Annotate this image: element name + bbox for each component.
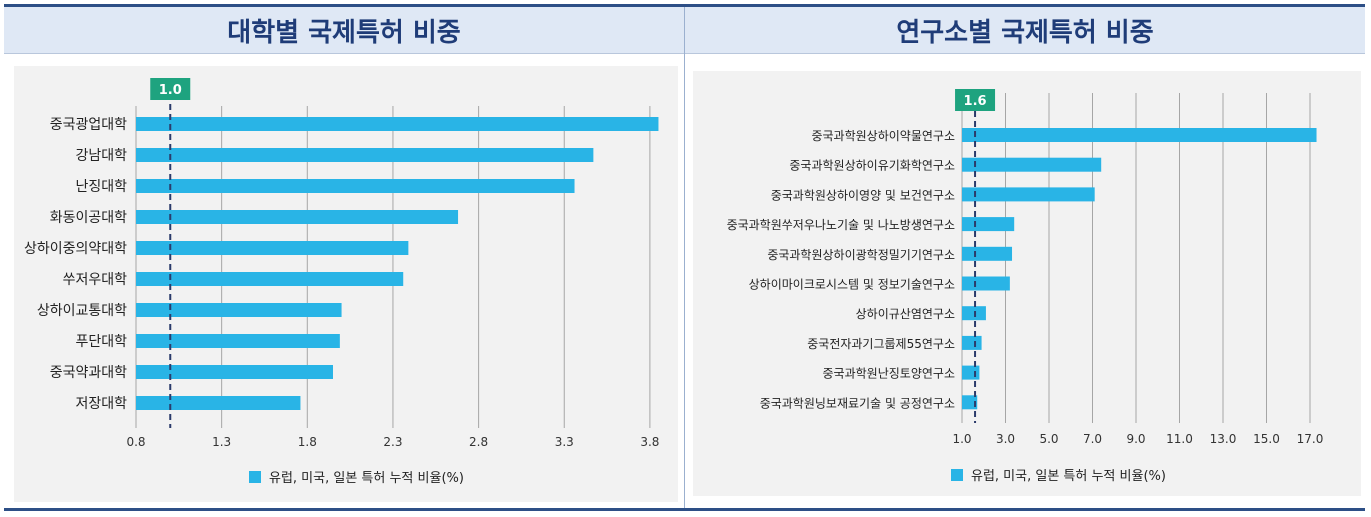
bar xyxy=(136,272,404,286)
category-label: 쑤저우대학 xyxy=(63,272,128,288)
bar xyxy=(962,365,980,380)
bar xyxy=(136,396,301,410)
reference-label-box xyxy=(955,89,996,111)
reference-label: 1.0 xyxy=(159,83,182,98)
bar xyxy=(136,210,459,224)
bar xyxy=(136,117,659,131)
bar xyxy=(962,306,986,321)
category-label: 중국과학원상하이광학정밀기기연구소 xyxy=(767,248,955,262)
category-label: 상하이교통대학 xyxy=(37,303,127,319)
bar xyxy=(962,157,1102,172)
x-tick-label: 2.3 xyxy=(383,435,402,449)
bar xyxy=(136,303,342,317)
bar xyxy=(136,179,575,193)
right-panel-title: 연구소별 국제특허 비중 xyxy=(685,7,1365,54)
x-tick-label: 1.3 xyxy=(212,435,231,449)
category-label: 중국과학원상하이유기화학연구소 xyxy=(789,159,955,173)
x-tick-label: 5.0 xyxy=(1039,432,1058,446)
top-border xyxy=(4,4,1365,7)
bar xyxy=(136,365,333,379)
category-label: 중국과학원닝보재료기술 및 공정연구소 xyxy=(760,396,955,410)
bar xyxy=(136,241,409,255)
reference-label-box xyxy=(150,78,191,100)
bar xyxy=(962,246,1013,261)
bar xyxy=(962,276,1010,291)
category-label: 화동이공대학 xyxy=(50,210,127,226)
category-label: 중국약과대학 xyxy=(50,365,127,381)
x-tick-label: 1.8 xyxy=(298,435,317,449)
bar xyxy=(962,187,1095,202)
bar xyxy=(136,148,594,162)
bar xyxy=(136,334,340,348)
legend-label: 유럽, 미국, 일본 특허 누적 비율(%) xyxy=(971,469,1166,484)
x-tick-label: 3.3 xyxy=(555,435,574,449)
legend-swatch xyxy=(951,469,963,481)
right-chart-panel: 1.0 3.0 5.0 7.0 9.0 11.0 13.0 15.0 17.0 중국과학원상하이약… xyxy=(693,71,1361,496)
x-tick-label: 11.0 xyxy=(1166,432,1193,446)
panel-divider xyxy=(684,7,685,508)
category-label: 중국과학원상하이약물연구소 xyxy=(811,128,955,143)
bar xyxy=(962,217,1015,232)
bar xyxy=(962,335,982,350)
bar xyxy=(962,128,1317,142)
category-label: 상하이규산염연구소 xyxy=(856,307,955,321)
left-panel-title: 대학별 국제특허 비중 xyxy=(4,7,684,54)
bar xyxy=(962,395,978,410)
bottom-border xyxy=(4,508,1365,511)
category-label: 저장대학 xyxy=(75,396,127,412)
reference-label: 1.6 xyxy=(964,94,987,109)
category-label: 상하이중의약대학 xyxy=(24,241,127,257)
category-label: 중국전자과기그룹제55연구소 xyxy=(807,337,955,351)
category-label: 중국과학원난징토양연구소 xyxy=(823,367,955,381)
x-tick-label: 1.0 xyxy=(952,432,971,446)
x-tick-label: 13.0 xyxy=(1210,432,1237,446)
category-label: 난징대학 xyxy=(75,179,127,195)
legend-swatch xyxy=(249,471,261,483)
category-label: 중국과학원쑤저우나노기술 및 나노방생연구소 xyxy=(727,218,955,232)
x-tick-label: 0.8 xyxy=(126,435,145,449)
category-label: 푸단대학 xyxy=(75,334,127,350)
x-tick-label: 3.0 xyxy=(996,432,1015,446)
x-tick-label: 3.8 xyxy=(640,435,659,449)
category-label: 강남대학 xyxy=(75,148,127,164)
category-label: 중국과학원상하이영양 및 보건연구소 xyxy=(771,188,955,202)
university-patent-chart: 0.8 1.3 1.8 2.3 2.8 3.3 3.8 중국광업대학강남대학난징대학화동이공대… xyxy=(24,78,659,486)
x-tick-label: 9.0 xyxy=(1126,432,1145,446)
x-tick-label: 7.0 xyxy=(1083,432,1102,446)
legend-label: 유럽, 미국, 일본 특허 누적 비율(%) xyxy=(269,471,464,486)
category-label: 중국광업대학 xyxy=(50,117,127,133)
x-tick-label: 17.0 xyxy=(1297,432,1324,446)
category-label: 상하이마이크로시스템 및 정보기술연구소 xyxy=(749,278,955,292)
institute-patent-chart: 1.0 3.0 5.0 7.0 9.0 11.0 13.0 15.0 17.0 중국과학원상하이약… xyxy=(727,89,1324,484)
x-tick-label: 15.0 xyxy=(1253,432,1280,446)
x-tick-label: 2.8 xyxy=(469,435,488,449)
